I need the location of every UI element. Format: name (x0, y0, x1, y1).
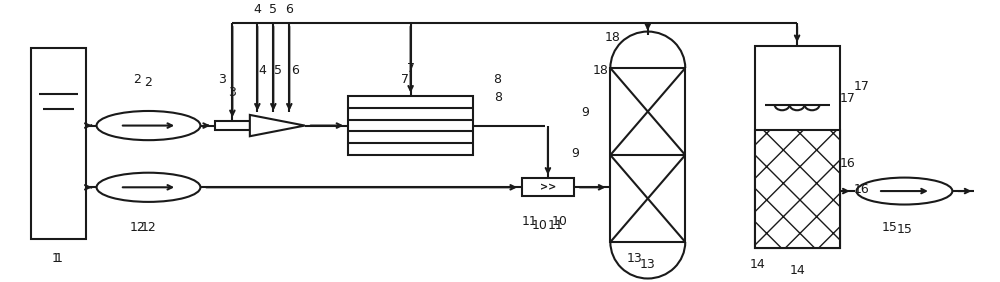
Text: 4: 4 (258, 64, 266, 77)
Text: 15: 15 (896, 223, 912, 236)
Text: 8: 8 (494, 91, 502, 104)
Text: 10: 10 (532, 219, 548, 232)
Polygon shape (250, 115, 305, 136)
Text: 7: 7 (401, 73, 409, 86)
Text: 14: 14 (789, 264, 805, 277)
Text: 13: 13 (627, 252, 643, 265)
Text: 5: 5 (274, 64, 282, 77)
Bar (522, 178, 574, 197)
Text: 2: 2 (134, 73, 141, 86)
Bar (610, 68, 685, 242)
Bar (755, 46, 840, 248)
Text: 5: 5 (269, 3, 277, 16)
Bar (348, 96, 473, 155)
Text: 9: 9 (571, 147, 579, 160)
Circle shape (97, 173, 200, 202)
Text: 1: 1 (52, 252, 60, 265)
Text: 18: 18 (605, 31, 621, 44)
Text: 11: 11 (548, 219, 564, 232)
Text: 4: 4 (253, 3, 261, 16)
Text: 6: 6 (291, 64, 299, 77)
Text: 11: 11 (522, 215, 538, 228)
Text: 1: 1 (54, 252, 62, 265)
Bar (755, 131, 840, 248)
Text: 3: 3 (228, 86, 236, 99)
Text: 18: 18 (593, 64, 609, 77)
Circle shape (97, 111, 200, 140)
Text: 17: 17 (854, 80, 869, 92)
Circle shape (857, 178, 952, 204)
Bar (31, 49, 86, 239)
Text: 16: 16 (840, 157, 855, 170)
Text: 7: 7 (407, 61, 415, 74)
Text: 16: 16 (854, 182, 869, 195)
Text: 14: 14 (750, 258, 766, 271)
Text: 3: 3 (218, 73, 226, 86)
Text: >>: >> (540, 182, 556, 192)
Text: 9: 9 (581, 106, 589, 120)
Text: 2: 2 (145, 76, 152, 89)
Text: 8: 8 (493, 73, 501, 86)
Text: 13: 13 (640, 258, 656, 271)
Text: 6: 6 (285, 3, 293, 16)
Text: 17: 17 (840, 92, 855, 105)
Text: 12: 12 (141, 221, 156, 234)
Text: 15: 15 (882, 221, 897, 235)
Text: 12: 12 (130, 221, 145, 235)
Text: 10: 10 (552, 215, 568, 228)
Bar (215, 121, 250, 131)
